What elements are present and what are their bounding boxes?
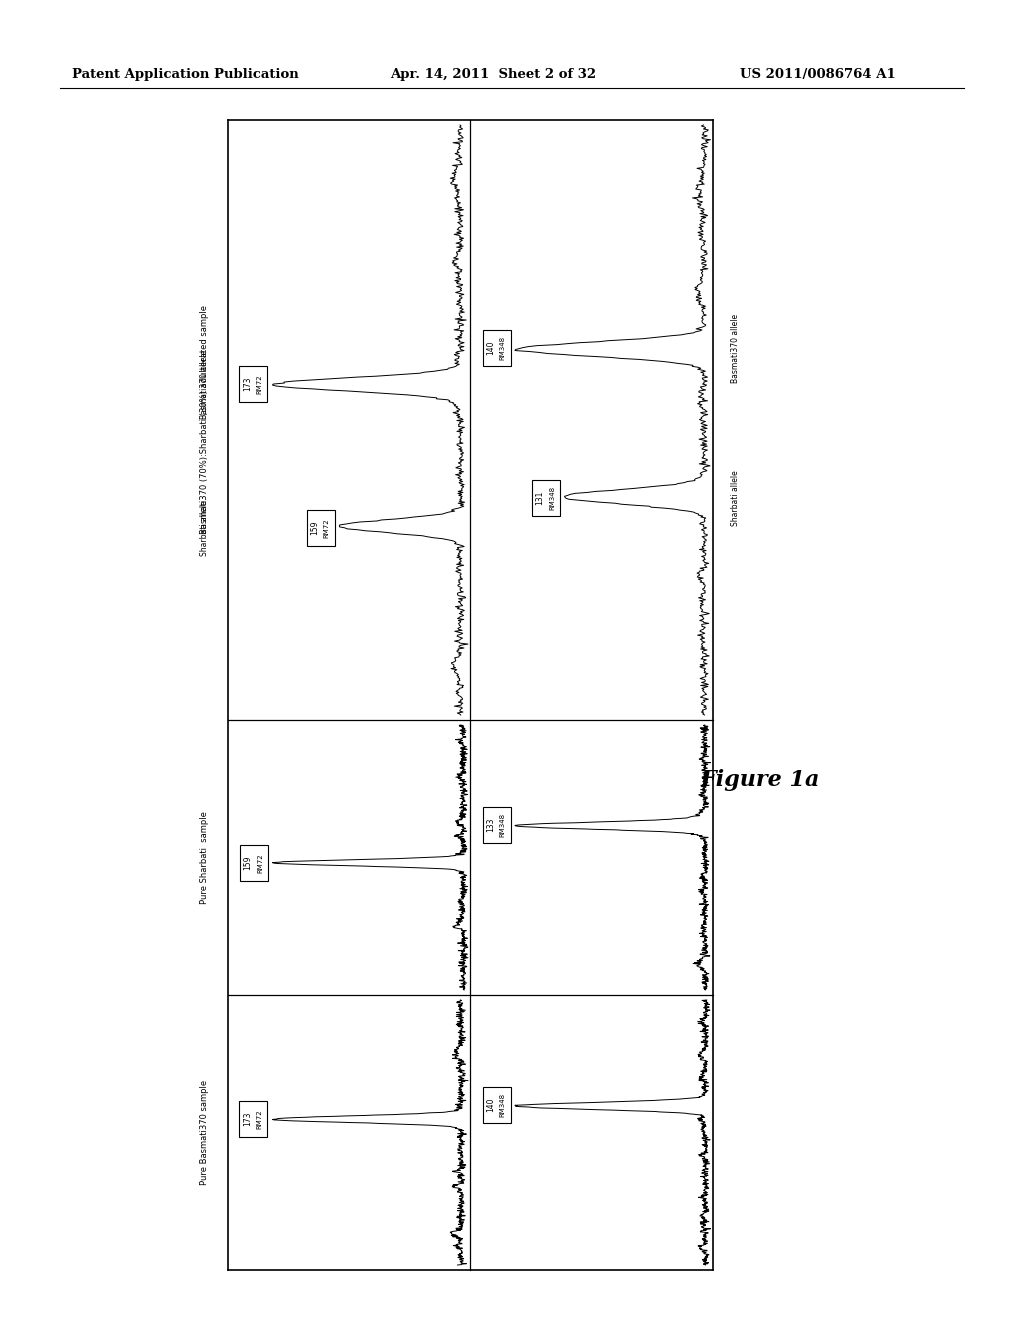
Polygon shape — [482, 807, 511, 842]
Polygon shape — [241, 845, 268, 880]
Text: RM72: RM72 — [257, 853, 263, 873]
Text: 159: 159 — [244, 855, 253, 870]
Text: RM348: RM348 — [500, 335, 506, 360]
Text: Basmati370 allele: Basmati370 allele — [730, 313, 739, 383]
Text: 133: 133 — [486, 817, 495, 832]
Text: Basmati370 (70%):Sharbati (30%) adulterated sample: Basmati370 (70%):Sharbati (30%) adultera… — [201, 305, 210, 535]
Text: RM72: RM72 — [257, 374, 262, 393]
Text: 140: 140 — [485, 341, 495, 355]
Text: Patent Application Publication: Patent Application Publication — [72, 69, 299, 81]
Text: RM348: RM348 — [500, 812, 506, 837]
Text: Sharbati allele: Sharbati allele — [201, 500, 210, 556]
Text: Pure Basmati370 sample: Pure Basmati370 sample — [201, 1080, 210, 1185]
Polygon shape — [240, 366, 267, 403]
Polygon shape — [482, 1086, 511, 1123]
Polygon shape — [306, 510, 335, 546]
Text: RM72: RM72 — [324, 519, 330, 537]
Text: RM348: RM348 — [500, 1093, 506, 1117]
Text: Apr. 14, 2011  Sheet 2 of 32: Apr. 14, 2011 Sheet 2 of 32 — [390, 69, 596, 81]
Text: Basmati370 allele: Basmati370 allele — [201, 350, 210, 418]
Text: Sharbati allele: Sharbati allele — [730, 470, 739, 525]
Text: 131: 131 — [536, 491, 545, 506]
Text: 173: 173 — [243, 376, 252, 391]
Text: Pure Sharbati  sample: Pure Sharbati sample — [201, 810, 210, 904]
Text: Figure 1a: Figure 1a — [700, 770, 819, 791]
Text: 159: 159 — [310, 521, 318, 535]
Text: US 2011/0086764 A1: US 2011/0086764 A1 — [740, 69, 896, 81]
Text: RM348: RM348 — [549, 486, 555, 510]
Polygon shape — [532, 480, 560, 516]
Text: 140: 140 — [486, 1098, 495, 1113]
Polygon shape — [240, 1101, 267, 1137]
Polygon shape — [482, 330, 511, 366]
Text: 173: 173 — [243, 1111, 252, 1126]
Text: RM72: RM72 — [257, 1109, 262, 1129]
